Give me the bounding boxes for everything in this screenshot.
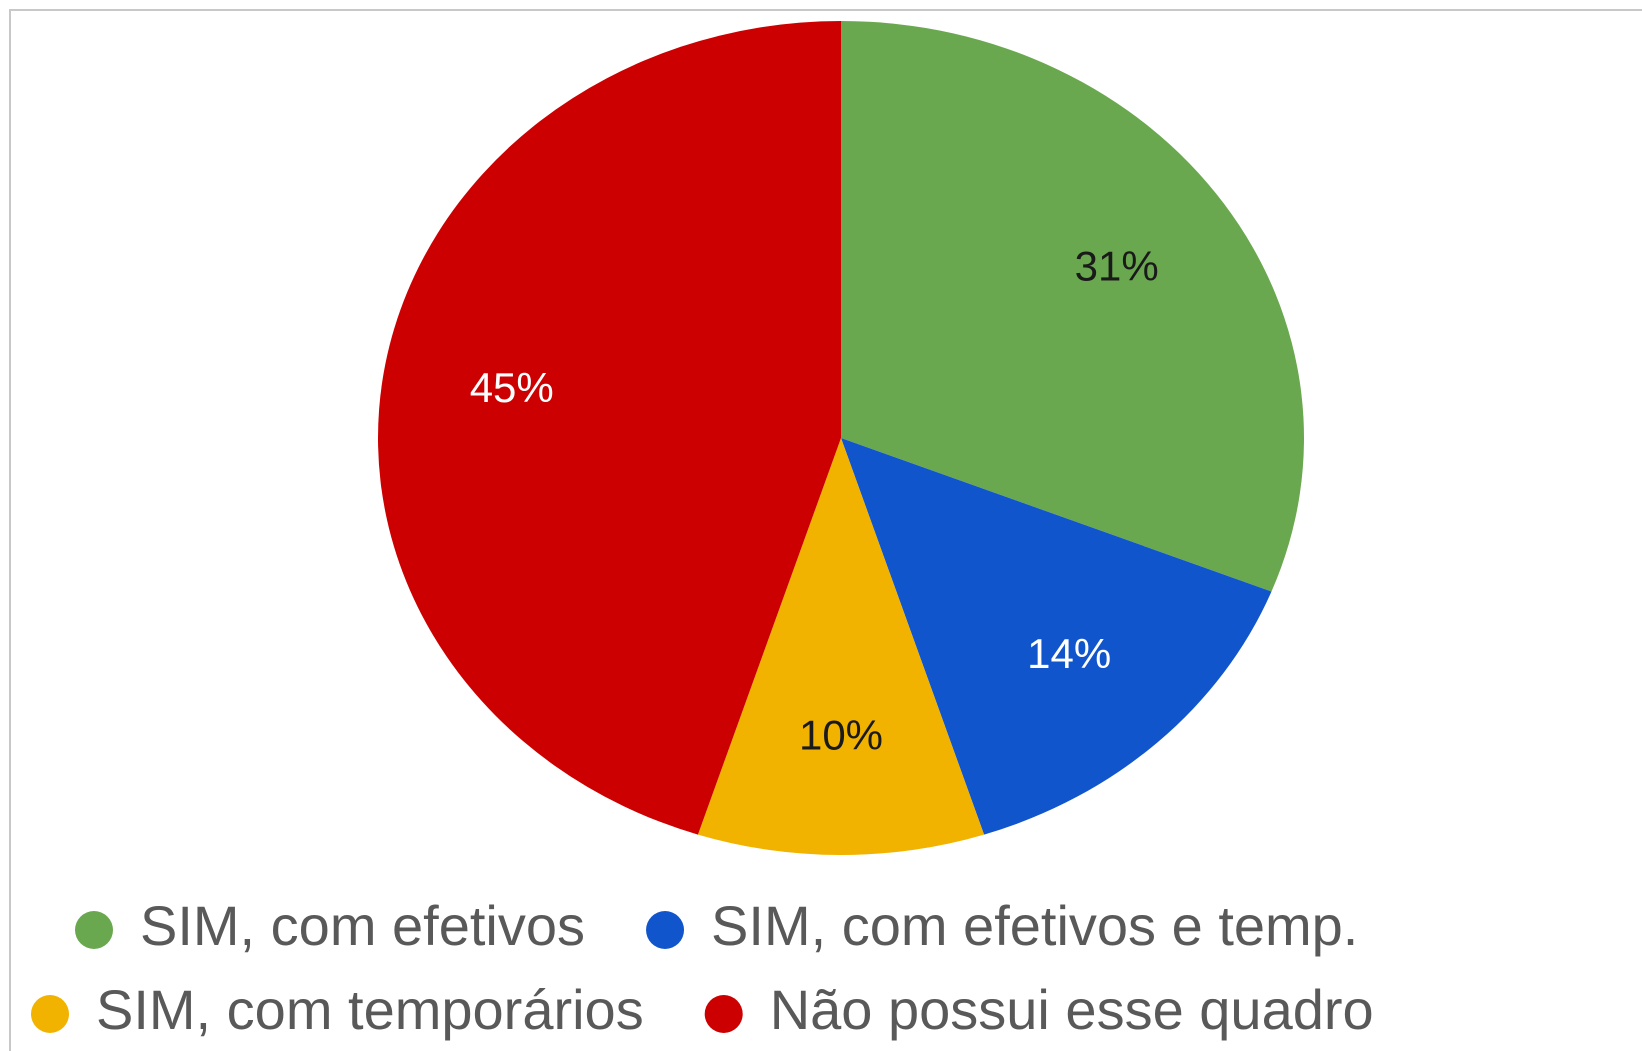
legend-label: Não possui esse quadro xyxy=(770,978,1374,1041)
slice-label: 31% xyxy=(1075,242,1159,289)
pie-slice xyxy=(841,21,1304,592)
slice-label: 14% xyxy=(1027,630,1111,677)
legend-marker xyxy=(704,995,743,1033)
slice-label: 45% xyxy=(470,364,554,411)
legend-marker xyxy=(75,911,113,949)
pie-slice xyxy=(378,21,841,835)
legend-marker xyxy=(646,911,685,949)
legend-label: SIM, com temporários xyxy=(96,978,644,1041)
legend-label: SIM, com efetivos e temp. xyxy=(711,894,1358,957)
legend-marker xyxy=(31,995,69,1033)
slice-label: 10% xyxy=(799,711,883,758)
pie-slice xyxy=(697,438,985,855)
pie-slice xyxy=(841,438,1272,835)
legend-label: SIM, com efetivos xyxy=(140,894,585,957)
